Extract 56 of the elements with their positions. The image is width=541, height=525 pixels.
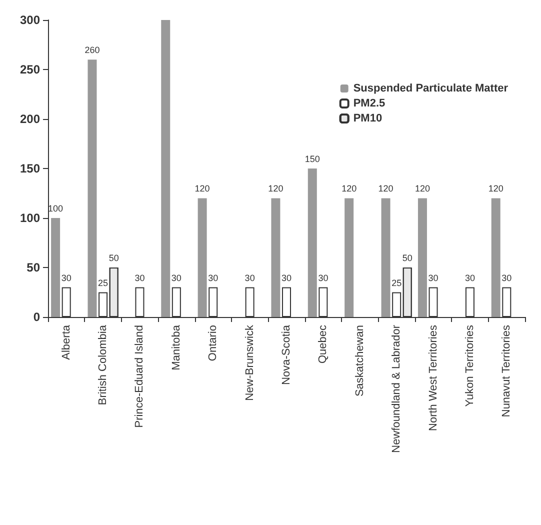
y-tick-label: 50 <box>26 260 40 274</box>
data-label: 30 <box>281 272 292 283</box>
bar <box>308 168 317 317</box>
x-tick-label: Quebec <box>317 324 330 364</box>
data-label: 30 <box>318 272 328 283</box>
data-label: 25 <box>98 278 108 288</box>
data-label: 30 <box>428 272 438 283</box>
data-label: 50 <box>402 253 412 263</box>
x-tick-label: British Colombia <box>97 324 110 406</box>
data-label: 120 <box>194 184 210 194</box>
data-label: 260 <box>84 45 100 56</box>
data-label: 120 <box>488 184 504 194</box>
data-label: 120 <box>414 184 430 194</box>
x-tick-label: Saskatchewan <box>354 325 366 397</box>
data-label: 120 <box>378 184 394 194</box>
bar <box>51 218 60 317</box>
data-label: 30 <box>208 272 218 283</box>
bar <box>344 198 354 317</box>
x-tick-label: North West Territories <box>427 324 440 431</box>
x-tick-label: Newfoundland & Labrador <box>390 324 403 453</box>
y-tick-label: 200 <box>20 112 40 126</box>
bar <box>381 198 390 317</box>
data-label: 120 <box>342 184 357 194</box>
data-label: 100 <box>48 204 64 214</box>
x-tick-label: Manitoba <box>170 324 182 370</box>
bar <box>271 198 280 317</box>
bar <box>198 198 207 317</box>
data-label: 30 <box>244 272 255 283</box>
x-tick-label: New-Brunswick <box>244 324 256 401</box>
data-label: 30 <box>134 272 145 283</box>
bar <box>491 198 500 317</box>
data-label: 150 <box>304 154 320 164</box>
y-tick-label: 150 <box>20 162 40 176</box>
data-label: 30 <box>171 272 182 283</box>
legend-label: PM10 <box>353 112 382 124</box>
x-tick-label: Prince-Eduard Island <box>134 325 146 428</box>
data-label: 120 <box>268 184 284 194</box>
x-tick-label: Nunavut Territories <box>500 324 513 418</box>
legend-label: PM2.5 <box>353 98 386 110</box>
x-tick-label: Ontario <box>207 325 220 362</box>
y-tick-label: 250 <box>20 62 40 76</box>
data-label: 30 <box>502 272 512 283</box>
data-label: 25 <box>392 278 402 288</box>
y-tick-label: 300 <box>20 13 40 27</box>
data-label: 50 <box>108 253 119 263</box>
bar <box>88 60 97 317</box>
x-tick-label: Alberta <box>60 324 72 360</box>
legend-label: Suspended Particulate Matter <box>353 82 509 94</box>
x-tick-label: Yukon Territories <box>464 324 476 407</box>
data-label: 30 <box>61 272 72 283</box>
bar <box>161 20 170 317</box>
bar <box>418 198 427 317</box>
y-tick-label: 100 <box>20 211 40 225</box>
y-tick-label: 0 <box>33 310 40 324</box>
data-label: 30 <box>464 272 475 283</box>
x-tick-label: Nova-Scotia <box>280 324 292 385</box>
